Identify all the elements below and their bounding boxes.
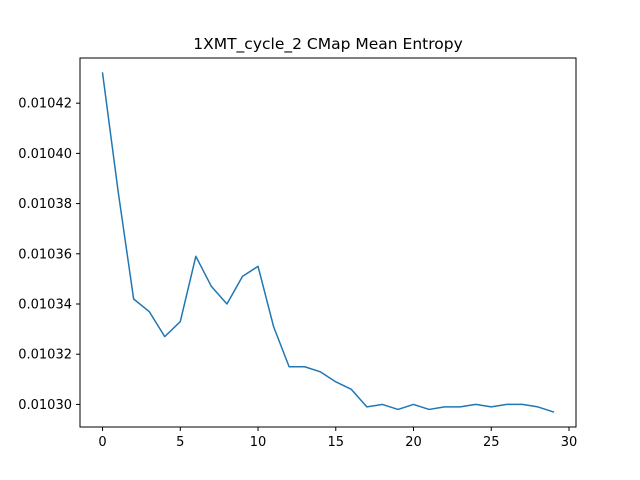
x-tick-label: 25 <box>483 435 500 450</box>
x-axis: 0 5 10 15 20 25 30 <box>98 427 577 450</box>
x-tick-label: 10 <box>250 435 267 450</box>
x-tick-label: 20 <box>405 435 422 450</box>
y-tick-label: 0.01036 <box>18 247 72 262</box>
y-tick-label: 0.01030 <box>18 398 72 413</box>
x-tick-label: 30 <box>561 435 578 450</box>
axes-frame <box>79 57 577 428</box>
y-axis: 0.01030 0.01032 0.01034 0.01036 0.01038 0.010… <box>18 97 80 413</box>
y-tick-label: 0.01042 <box>18 97 72 112</box>
y-tick-label: 0.01038 <box>18 197 72 212</box>
x-tick-label: 15 <box>328 435 345 450</box>
x-tick-label: 5 <box>176 435 184 450</box>
chart-title: 1XMT_cycle_2 CMap Mean Entropy <box>193 35 463 54</box>
y-tick-label: 0.01032 <box>18 348 72 363</box>
y-tick-label: 0.01040 <box>18 147 72 162</box>
y-tick-label: 0.01034 <box>18 298 72 313</box>
x-tick-label: 0 <box>98 435 106 450</box>
plot-area <box>101 72 555 413</box>
series-line <box>101 72 555 413</box>
